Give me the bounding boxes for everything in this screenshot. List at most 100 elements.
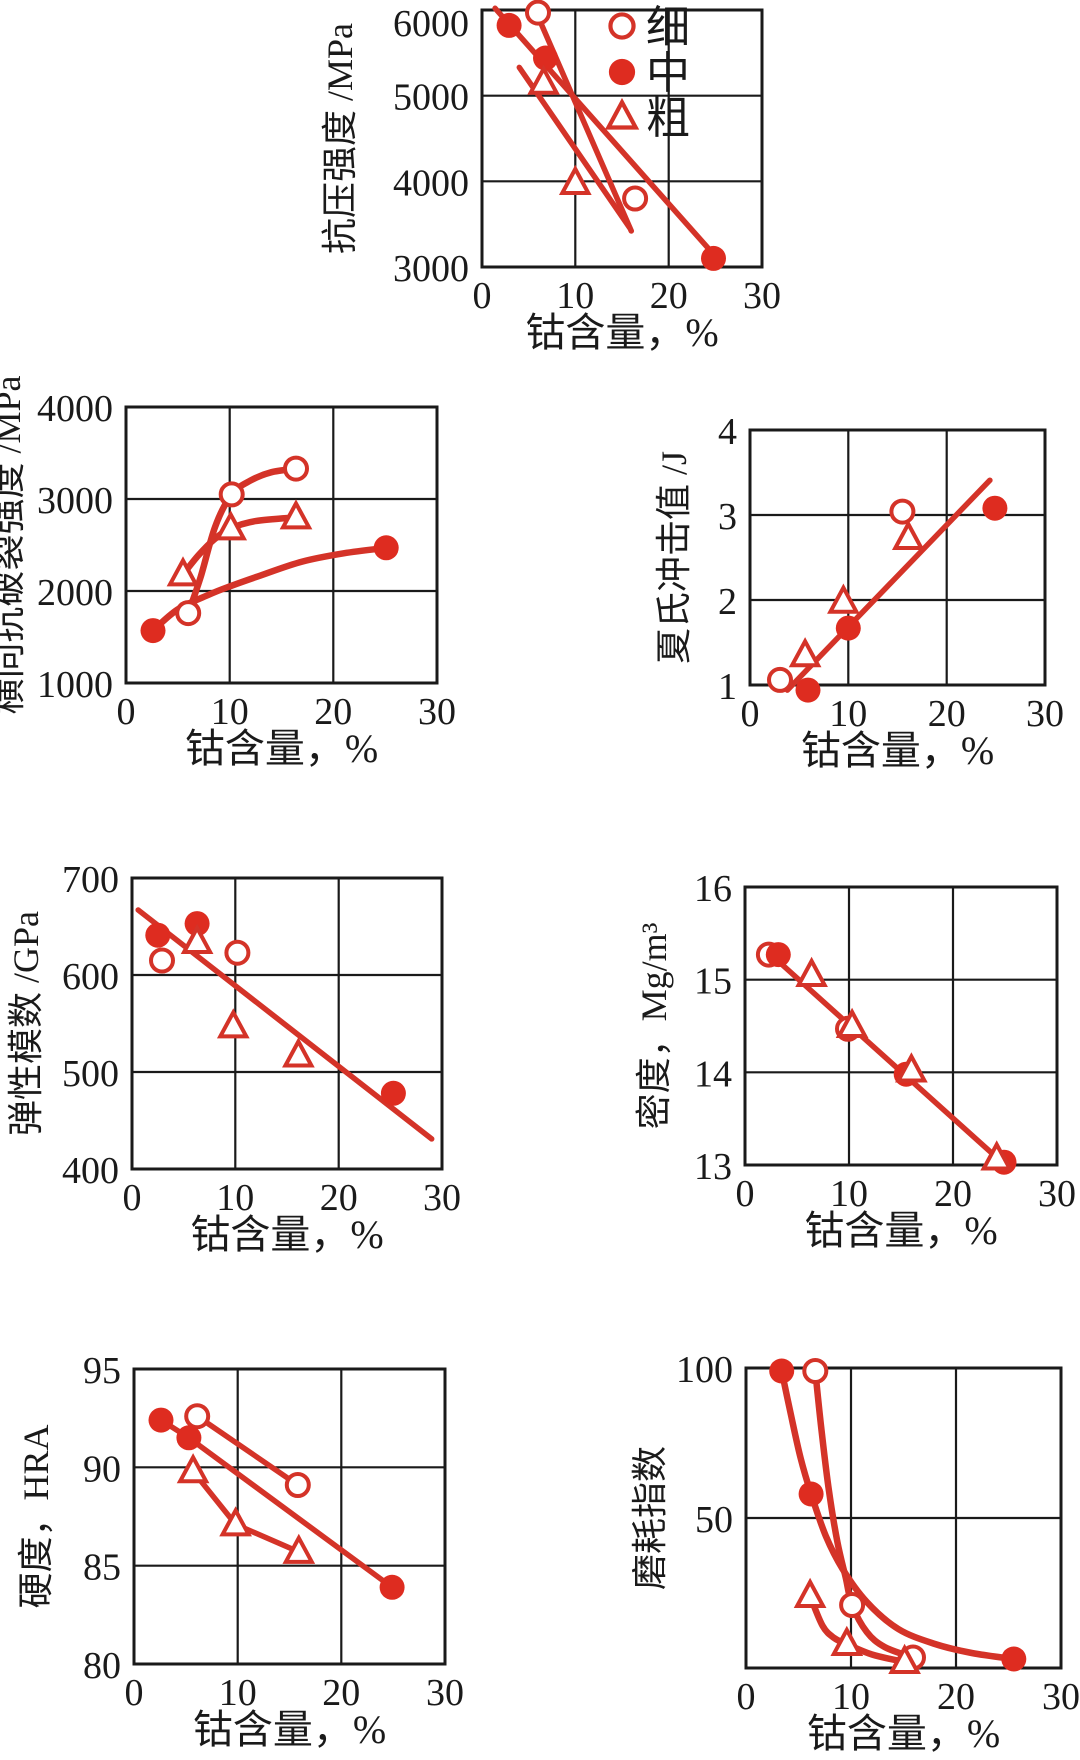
- plot-border: [748, 428, 1047, 687]
- open-triangle-marker: [558, 164, 592, 195]
- open-triangle-marker: [282, 1533, 316, 1564]
- open-triangle-marker: [604, 97, 640, 130]
- filled-circle-marker: [795, 677, 821, 703]
- y-tick-label: 400: [62, 1150, 119, 1192]
- open-triangle-marker: [176, 1453, 210, 1484]
- series-粗: [176, 1453, 316, 1564]
- open-triangle-marker: [214, 510, 248, 541]
- chart-hardness: 0 10 20 30 80 85 90 95 钴含量，% 硬度，HRA: [16, 1350, 464, 1752]
- y-axis-label: 夏氏冲击值 /J: [654, 451, 694, 664]
- x-tick-label: 30: [426, 1672, 464, 1714]
- x-tick-label: 0: [125, 1672, 144, 1714]
- chart-compressive-strength: 0 10 20 30 3000 4000 5000 6000 钴含量，% 抗压强度 /MPa 细中粗: [320, 0, 781, 355]
- series-粗: [180, 923, 315, 1068]
- x-axis-label: 钴含量，%: [193, 1707, 386, 1752]
- filled-circle-marker: [148, 1407, 174, 1433]
- series-中: [148, 1407, 405, 1600]
- chart-elastic-modulus: 0 10 20 30 400 500 600 700 钴含量，% 弹性模数 /GPa: [6, 859, 461, 1257]
- x-tick-label: 0: [473, 275, 492, 317]
- filled-circle-marker: [701, 245, 726, 271]
- y-axis-label: 抗压强度 /MPa: [320, 23, 360, 254]
- open-circle-marker: [622, 185, 649, 212]
- x-tick-label: 30: [1042, 1676, 1080, 1718]
- series-粗: [793, 1577, 921, 1674]
- y-tick-label: 85: [83, 1547, 121, 1589]
- open-triangle-marker: [180, 923, 214, 954]
- x-tick-label: 0: [123, 1177, 142, 1219]
- x-tick-label: 30: [1026, 693, 1064, 735]
- open-circle-marker: [184, 1403, 211, 1430]
- x-axis-label: 钴含量，%: [190, 1212, 383, 1257]
- x-tick-label: 30: [743, 275, 781, 317]
- filled-circle-marker: [769, 1358, 795, 1384]
- y-tick-label: 6000: [393, 3, 469, 45]
- trend-all: [770, 953, 1006, 1166]
- series-细: [525, 0, 649, 212]
- filled-circle-marker: [496, 12, 522, 38]
- y-tick-label: 100: [676, 1349, 733, 1391]
- x-tick-label: 20: [928, 693, 966, 735]
- filled-circle-marker: [373, 535, 399, 561]
- open-triangle-marker: [891, 519, 925, 550]
- x-tick-label: 20: [314, 691, 352, 733]
- trend-细: [812, 1367, 917, 1661]
- open-triangle-marker: [895, 1052, 928, 1083]
- plot-border: [480, 8, 764, 269]
- series-中: [795, 495, 1008, 703]
- y-tick-label: 1: [718, 666, 737, 708]
- y-tick-label: 14: [694, 1053, 732, 1095]
- open-triangle-marker: [216, 1008, 250, 1039]
- x-axis-label: 钴含量，%: [807, 1711, 1000, 1756]
- y-tick-label: 3: [718, 496, 737, 538]
- chart-charpy-impact: 0 10 20 30 1 2 3 4 钴含量，% 夏氏冲击值 /J: [654, 411, 1064, 773]
- y-tick-label: 1000: [37, 664, 113, 706]
- filled-circle-marker: [140, 618, 166, 644]
- trend-中: [492, 5, 717, 257]
- series-粗: [527, 64, 592, 195]
- y-tick-label: 90: [83, 1448, 121, 1490]
- y-tick-label: 2000: [37, 572, 113, 614]
- y-tick-label: 4000: [37, 388, 113, 430]
- x-tick-label: 10: [829, 693, 867, 735]
- trend-all: [784, 477, 993, 693]
- open-circle-marker: [889, 498, 916, 525]
- series-粗: [795, 956, 1014, 1171]
- open-triangle-marker: [279, 499, 313, 530]
- trend-粗: [190, 1468, 302, 1555]
- open-circle-marker: [802, 1358, 829, 1384]
- open-circle-marker: [218, 481, 245, 508]
- filled-circle-marker: [184, 911, 210, 937]
- x-tick-label: 0: [741, 693, 760, 735]
- y-tick-label: 600: [62, 956, 119, 998]
- series-中: [140, 535, 399, 644]
- x-tick-label: 20: [650, 275, 688, 317]
- y-tick-label: 4: [718, 411, 737, 453]
- open-circle-marker: [608, 12, 636, 40]
- filled-circle-marker: [765, 942, 791, 968]
- x-tick-label: 10: [211, 691, 249, 733]
- x-tick-label: 30: [423, 1177, 461, 1219]
- x-tick-label: 20: [934, 1173, 972, 1215]
- y-tick-label: 50: [695, 1499, 733, 1541]
- y-tick-label: 5000: [393, 77, 469, 119]
- open-circle-marker: [224, 939, 251, 966]
- y-tick-label: 3000: [393, 248, 469, 290]
- plot-border: [743, 885, 1059, 1167]
- y-tick-label: 3000: [37, 480, 113, 522]
- x-tick-label: 10: [216, 1177, 254, 1219]
- x-tick-label: 20: [320, 1177, 358, 1219]
- chart-density: 0 10 20 30 13 14 15 16 钴含量，% 密度，Mg/m³: [634, 868, 1076, 1253]
- plot-border: [124, 405, 439, 685]
- y-tick-label: 16: [694, 868, 732, 910]
- trend-细: [532, 7, 635, 234]
- open-triangle-marker: [827, 583, 860, 614]
- filled-circle-marker: [608, 58, 636, 86]
- filled-circle-marker: [1001, 1646, 1027, 1672]
- open-triangle-marker: [793, 1577, 827, 1608]
- open-triangle-marker: [166, 556, 200, 587]
- series-细: [767, 498, 916, 693]
- plot-border: [130, 876, 444, 1171]
- filled-circle-marker: [533, 45, 558, 71]
- series-细: [149, 939, 251, 974]
